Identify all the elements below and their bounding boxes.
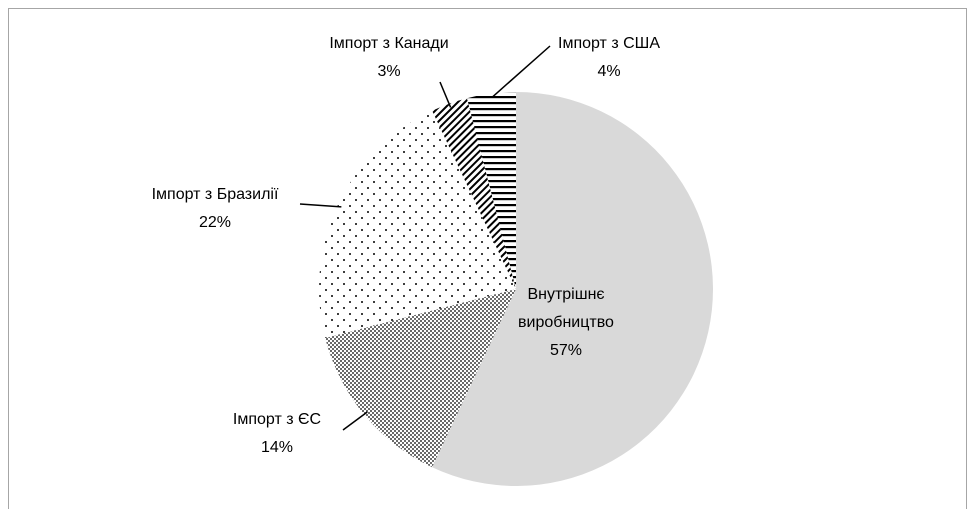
category: Імпорт з ЄС [232, 411, 322, 428]
slice-label: Імпорт з ЄС 14% [233, 406, 321, 462]
frame [8, 8, 967, 509]
value-label: 14% [260, 439, 294, 456]
pie-slice [432, 92, 714, 486]
slice-label: Імпорт з Бразилії 22% [152, 181, 279, 237]
value-label: 22% [198, 214, 232, 231]
category: Імпорт з Канади [329, 35, 449, 52]
leader-line [491, 45, 551, 99]
slice-label: Імпорт з Канади 3% [329, 30, 448, 86]
leader-line [439, 81, 452, 108]
value-label: 4% [597, 63, 621, 80]
pie-slice [467, 92, 516, 289]
pie-slice [432, 98, 516, 289]
pie-slice [325, 289, 516, 468]
value-label: 3% [377, 63, 401, 80]
slice-label: Внутрішнє виробництво 57% [501, 281, 631, 365]
category: Імпорт з Бразилії [151, 186, 279, 203]
slice-label: Імпорт з США 4% [558, 30, 660, 86]
category: Внутрішнє виробництво [518, 286, 614, 331]
pie-slice [319, 110, 516, 338]
leader-line [299, 203, 342, 208]
category: Імпорт з США [558, 35, 660, 52]
leader-line [342, 411, 368, 431]
value-label: 57% [549, 342, 583, 359]
